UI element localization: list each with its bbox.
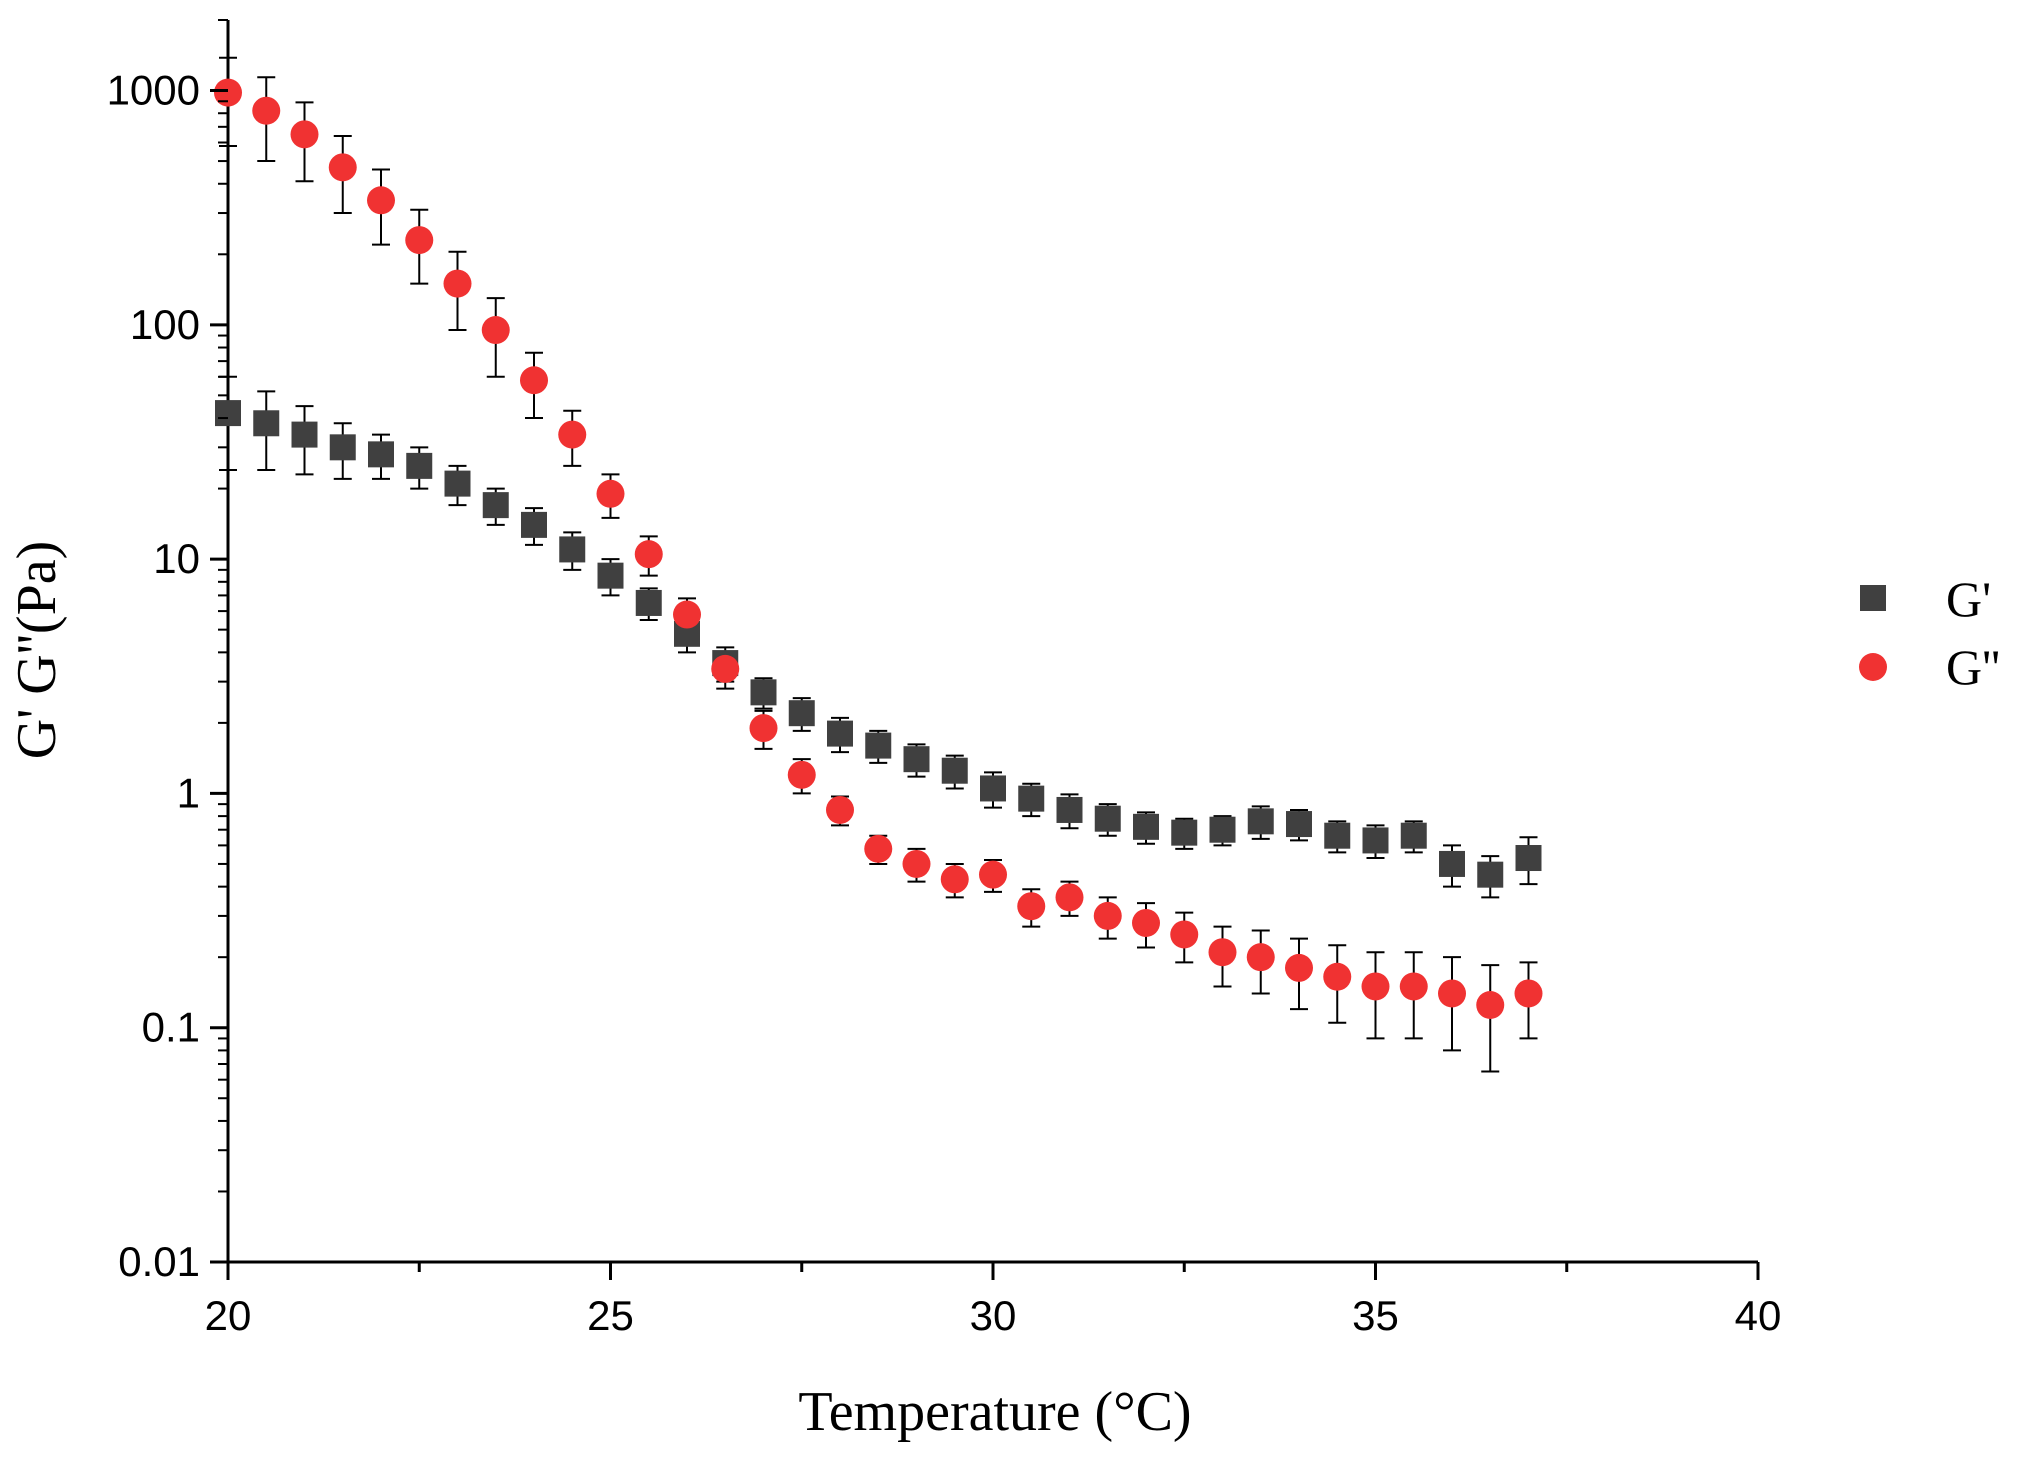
gprime-point — [368, 441, 394, 468]
gprime-point — [980, 775, 1006, 802]
gprime-point — [444, 470, 471, 497]
gdoubleprime-point — [443, 269, 472, 298]
gprime-point — [1515, 845, 1542, 872]
gdoubleprime-point — [711, 654, 740, 683]
x-axis-title: Temperature (°C) — [798, 1381, 1191, 1443]
gdoubleprime-point — [1514, 979, 1543, 1008]
legend-marker-gdoubleprime — [1859, 653, 1887, 681]
gdoubleprime-point — [902, 849, 931, 878]
gprime-point — [253, 410, 280, 437]
gdoubleprime-point — [749, 714, 778, 743]
gdoubleprime-point — [1438, 979, 1466, 1008]
gdoubleprime-point — [1399, 972, 1428, 1001]
gdoubleprime-point — [405, 226, 434, 255]
plot-axes — [226, 20, 1758, 1264]
gdoubleprime-point — [328, 153, 357, 182]
gdoubleprime-point — [1323, 962, 1352, 991]
legend-label-gdoubleprime: G'' — [1946, 639, 2000, 695]
gdoubleprime-point — [1093, 901, 1122, 930]
gprime-point — [1477, 861, 1504, 888]
y-tick-label: 0.01 — [118, 1238, 200, 1285]
gdoubleprime-point — [1476, 991, 1505, 1020]
gprime-point — [1094, 805, 1121, 832]
gprime-point — [329, 434, 356, 461]
gprime-point — [1324, 822, 1351, 849]
legend-label-gprime: G' — [1946, 571, 1991, 627]
x-tick-label: 40 — [1735, 1292, 1782, 1339]
gdoubleprime-point — [367, 186, 395, 215]
gprime-point — [1133, 813, 1159, 840]
gprime-point — [1018, 785, 1045, 812]
gdoubleprime-point — [787, 760, 816, 789]
gdoubleprime-point — [252, 96, 281, 125]
gprime-point — [291, 421, 318, 448]
y-tick-label: 100 — [130, 301, 200, 348]
gprime-point — [1439, 850, 1465, 877]
gdoubleprime-point — [1246, 943, 1275, 972]
axis-ticks: 20 25 30 35 40 0.01 0.1 1 10 100 1000 — [107, 19, 1782, 1339]
legend-marker-gprime — [1860, 585, 1886, 611]
y-axis-title: G' G''(Pa) — [6, 541, 68, 759]
gdoubleprime-point — [940, 865, 969, 894]
gprime-point — [903, 746, 930, 773]
gdoubleprime-point — [1170, 920, 1199, 949]
gdoubleprime-point — [864, 834, 893, 863]
gdoubleprime-point — [826, 795, 854, 824]
gprime-point — [1247, 808, 1274, 835]
x-tick-label: 30 — [970, 1292, 1017, 1339]
gprime-point — [559, 536, 586, 563]
gdoubleprime-point — [596, 479, 625, 508]
gprime-point — [1056, 796, 1083, 823]
gdoubleprime-point — [1285, 953, 1313, 982]
error-bars — [219, 56, 1538, 1073]
gprime-point — [521, 511, 547, 538]
gprime-point — [406, 452, 433, 479]
gprime-point — [750, 679, 777, 706]
gprime-point — [482, 492, 509, 519]
legend: G' G'' — [1859, 571, 2000, 695]
gdoubleprime-point — [1361, 972, 1390, 1001]
gprime-point — [1171, 819, 1198, 846]
gprime-point — [635, 589, 662, 616]
x-tick-label: 25 — [587, 1292, 634, 1339]
y-tick-label: 1 — [177, 769, 200, 816]
gdoubleprime-point — [214, 78, 242, 107]
gprime-point — [865, 732, 892, 759]
gprime-point — [788, 700, 815, 727]
gprime-point — [1209, 816, 1236, 843]
gdoubleprime-point — [520, 366, 548, 395]
y-tick-label: 0.1 — [142, 1004, 200, 1051]
gprime-point — [827, 720, 853, 747]
gdoubleprime-point — [1132, 908, 1160, 937]
gprime-point — [215, 400, 241, 427]
gprime-point — [1286, 811, 1312, 838]
gprime-point — [941, 757, 968, 784]
x-tick-label: 20 — [205, 1292, 252, 1339]
y-tick-label: 10 — [153, 535, 200, 582]
gprime-point — [597, 562, 624, 589]
data-markers — [214, 78, 1543, 1020]
gdoubleprime-point — [634, 540, 663, 569]
gdoubleprime-point — [1055, 883, 1084, 912]
gprime-point — [1362, 827, 1389, 854]
gdoubleprime-point — [1017, 892, 1046, 921]
gdoubleprime-point — [481, 316, 510, 345]
gdoubleprime-point — [558, 420, 587, 449]
gdoubleprime-point — [673, 600, 701, 629]
gprime-point — [1400, 822, 1427, 849]
x-tick-label: 35 — [1352, 1292, 1399, 1339]
gdoubleprime-point — [979, 860, 1007, 889]
gdoubleprime-point — [1208, 938, 1237, 967]
y-tick-label: 1000 — [107, 67, 200, 114]
gdoubleprime-point — [290, 120, 319, 149]
